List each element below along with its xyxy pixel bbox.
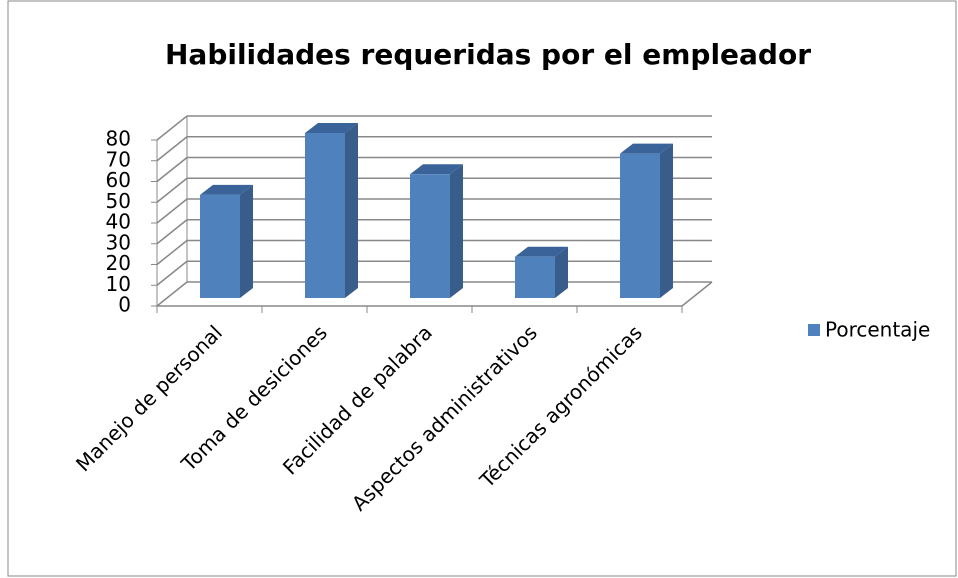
y-tick-label: 40 (106, 210, 131, 234)
y-tick-label: 30 (106, 230, 131, 254)
grid-line-side (156, 281, 188, 307)
y-tick-label: 10 (106, 272, 131, 296)
bar-side (660, 143, 673, 298)
bar (305, 133, 345, 298)
y-tick-label: 20 (106, 251, 131, 275)
floor-edge (681, 281, 713, 307)
y-tick-label: 0 (118, 293, 131, 317)
bar (200, 194, 240, 298)
y-tick-label: 50 (106, 189, 131, 213)
bar-top (305, 123, 358, 133)
bar-top (620, 143, 673, 154)
bar-top (410, 164, 463, 175)
bar (620, 153, 660, 298)
chart-border (7, 0, 957, 577)
legend-swatch (808, 324, 820, 336)
bar-top (515, 246, 568, 257)
grid-line-side (156, 156, 188, 183)
grid-line-side (156, 239, 188, 266)
grid-line-side (156, 115, 188, 141)
y-tick-label: 60 (106, 168, 131, 192)
bar-side (240, 184, 253, 298)
bar-side (450, 164, 463, 298)
grid-line-side (156, 136, 188, 162)
grid-line-side (156, 219, 188, 245)
bar (410, 174, 450, 298)
legend-label: Porcentaje (825, 318, 930, 342)
y-tick-label: 70 (106, 147, 131, 171)
grid-line-side (156, 260, 188, 286)
bar-top (200, 184, 253, 195)
bar-side (345, 123, 358, 298)
grid-line-side (156, 198, 188, 224)
chart-title: Habilidades requeridas por el empleador (165, 38, 811, 71)
bar-side (555, 246, 568, 298)
y-tick-label: 80 (106, 127, 131, 151)
grid-line-side (156, 177, 188, 203)
bar (515, 256, 555, 298)
